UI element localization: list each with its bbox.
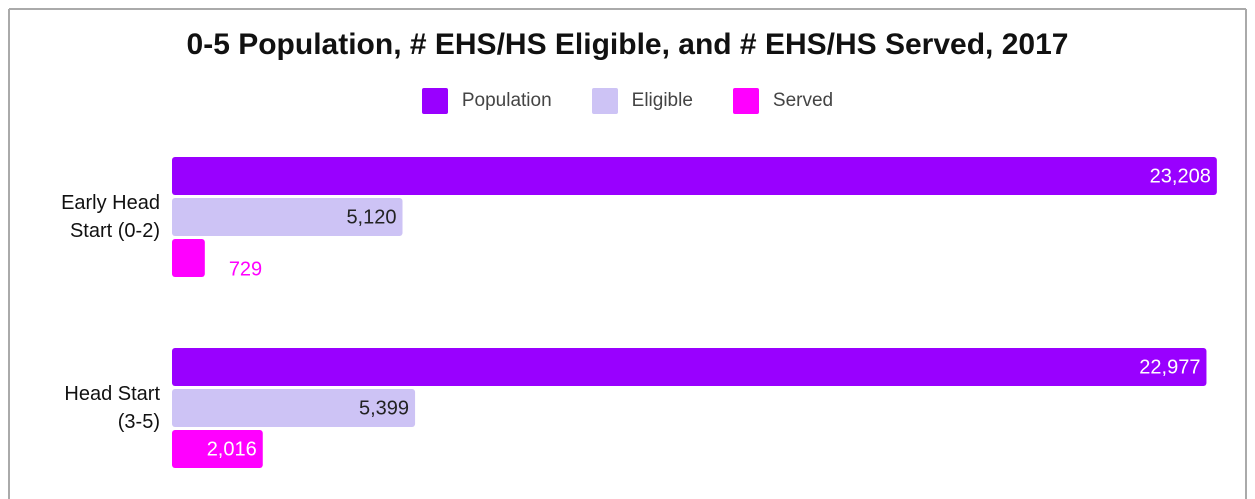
- legend-item: Served: [732, 88, 834, 114]
- legend-swatch: [421, 88, 448, 114]
- value-label: 5,399: [359, 397, 409, 419]
- legend: Population Eligible Served: [0, 88, 1255, 114]
- bar: [172, 430, 263, 468]
- legend-label: Served: [772, 90, 834, 111]
- legend-item: Population: [421, 88, 552, 114]
- value-label: 23,208: [1150, 165, 1211, 187]
- bar: [172, 198, 403, 236]
- chart-title: 0-5 Population, # EHS/HS Eligible, and #…: [186, 28, 1069, 61]
- legend-item: Eligible: [591, 88, 693, 114]
- category-label: Head Start (3-5): [64, 383, 160, 433]
- legend-label: Eligible: [631, 90, 693, 111]
- category-label: Early Head Start (0-2): [61, 192, 160, 242]
- value-label: 5,120: [346, 206, 396, 228]
- bar: [172, 157, 1217, 195]
- bar: [172, 389, 416, 427]
- value-label: 729: [229, 258, 262, 280]
- bar: [172, 348, 1207, 386]
- legend-swatch: [591, 88, 618, 114]
- bar: [172, 239, 205, 277]
- value-label: 22,977: [1139, 356, 1200, 378]
- value-label: 2,016: [207, 438, 257, 460]
- legend-label: Population: [461, 90, 552, 111]
- legend-swatch: [732, 88, 759, 114]
